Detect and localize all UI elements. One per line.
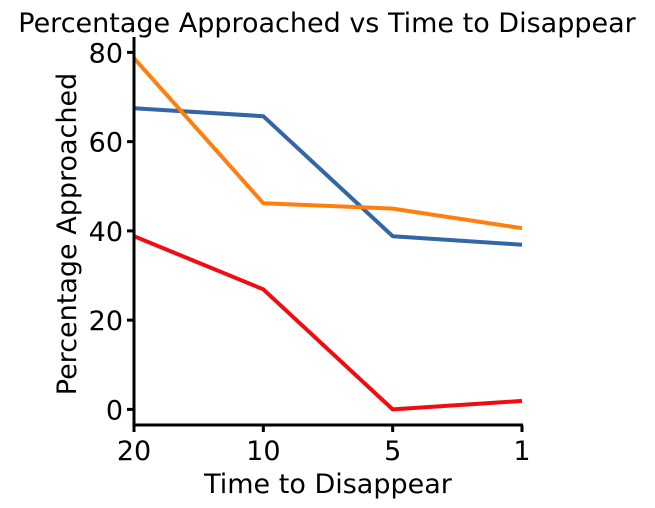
y-tick-label: 0 [106, 395, 123, 426]
y-axis-label: Percentage Approached [52, 73, 83, 396]
axes-layer: 0 20 40 60 80 20 10 5 1 [89, 37, 531, 467]
y-tick-label: 20 [89, 306, 123, 337]
y-tick-label: 60 [89, 128, 123, 159]
x-tick-label: 5 [384, 436, 401, 467]
x-tick-label: 10 [246, 436, 280, 467]
x-tick-label: 1 [513, 436, 530, 467]
y-tick-label: 80 [89, 38, 123, 69]
x-tick-label: 20 [117, 436, 151, 467]
chart-title: Percentage Approached vs Time to Disappe… [18, 8, 636, 39]
series-layer [132, 56, 523, 412]
series-line-1 [133, 106, 523, 247]
series-line-2 [132, 56, 523, 231]
x-axis-label: Time to Disappear [203, 469, 453, 500]
series-line-3 [133, 234, 523, 412]
y-tick-label: 40 [89, 217, 123, 248]
